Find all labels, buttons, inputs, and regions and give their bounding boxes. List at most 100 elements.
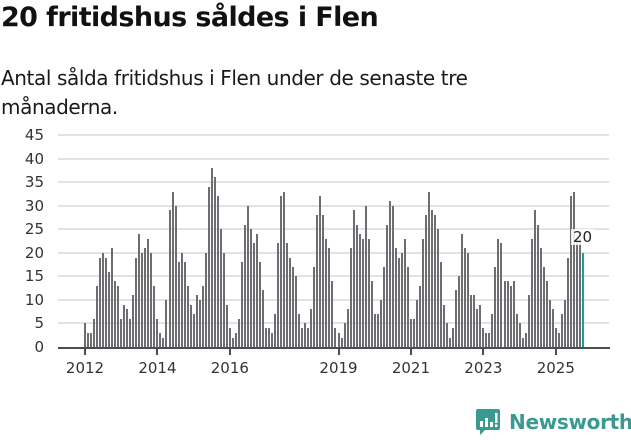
bar [364,205,367,347]
bar [497,238,500,347]
bar [428,191,431,347]
x-tick-label: 2014 [138,359,177,377]
newsworthy-logo[interactable]: Newsworthy [476,408,631,436]
bar [524,332,527,347]
bar [313,266,316,347]
x-tick [156,348,159,355]
bar [129,318,132,347]
bar [180,252,183,347]
bar [388,200,391,347]
x-tick-label: 2021 [391,359,431,377]
x-tick [337,348,340,355]
bar [470,295,473,347]
bar [578,238,581,347]
bar [542,266,545,347]
bar [286,243,289,347]
bar [96,285,99,347]
gridline [58,298,609,301]
x-tick [84,348,86,355]
bar [93,318,96,347]
x-tick [228,348,231,355]
bar [331,281,334,347]
bar [192,314,195,347]
bar [240,262,243,347]
bar [479,304,482,347]
bar [189,304,192,347]
x-axis-line [58,347,610,349]
bar [394,248,397,347]
bar [135,257,138,347]
bar [527,295,530,347]
bar [434,215,437,347]
bar [120,318,123,347]
gridline [58,322,609,325]
y-tick-label: 10 [24,290,44,309]
bar [418,285,421,347]
bar [186,285,189,347]
bar-chart: 0 5 10 15 20 25 30 35 40 45 2012 2014 2016 2019 2021 2… [0,120,631,390]
y-tick-label: 45 [24,126,44,145]
bar [147,238,150,347]
bar [376,314,379,347]
bar [452,328,455,347]
bar [153,285,156,347]
bar [337,332,340,347]
gridline [58,275,609,278]
bar [533,210,536,347]
bar [355,224,358,347]
bar [545,281,548,347]
y-tick-label: 40 [24,149,44,168]
bar [243,224,246,347]
x-tick-label: 2025 [536,359,575,377]
bar [425,215,428,347]
bar [268,328,271,347]
bar [473,295,476,347]
x-tick [554,348,557,355]
bar [443,304,446,347]
bar [455,290,458,347]
bar [210,168,213,347]
bar [422,238,425,347]
bar [111,248,114,347]
gridline [58,228,609,231]
bar [379,299,382,347]
bar [274,314,277,347]
bar [548,299,551,347]
bar [382,266,385,347]
bar [231,337,234,347]
bar [283,191,286,347]
x-tick-label: 2012 [65,359,105,377]
bar [367,238,370,347]
bar [280,196,283,347]
bar [319,196,322,347]
bar [400,252,403,347]
gridline [58,134,609,137]
bar [219,229,222,347]
bar [174,205,177,347]
bar [566,257,569,347]
y-tick-label: 35 [24,173,44,192]
bar [494,266,497,347]
bar [518,323,521,347]
bar [307,328,310,347]
y-tick-label: 30 [24,196,44,215]
bar [90,332,93,347]
bar [385,224,388,347]
x-tick-label: 2023 [464,359,503,377]
bar [409,318,412,347]
bar [446,323,449,347]
bar [322,215,325,347]
bar [207,186,210,347]
bar [222,252,225,347]
bar [237,318,240,347]
bar [144,248,147,347]
chart-subtitle: Antal sålda fritidshus i Flen under de s… [1,66,468,119]
bar [198,299,201,347]
bar [301,328,304,347]
bar [165,299,168,347]
bar [234,332,237,347]
bar [201,285,204,347]
bar [500,243,503,347]
bar [343,323,346,347]
bar [310,309,313,347]
